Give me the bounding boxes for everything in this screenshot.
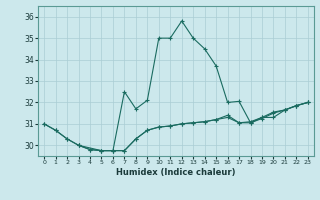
X-axis label: Humidex (Indice chaleur): Humidex (Indice chaleur) — [116, 168, 236, 177]
